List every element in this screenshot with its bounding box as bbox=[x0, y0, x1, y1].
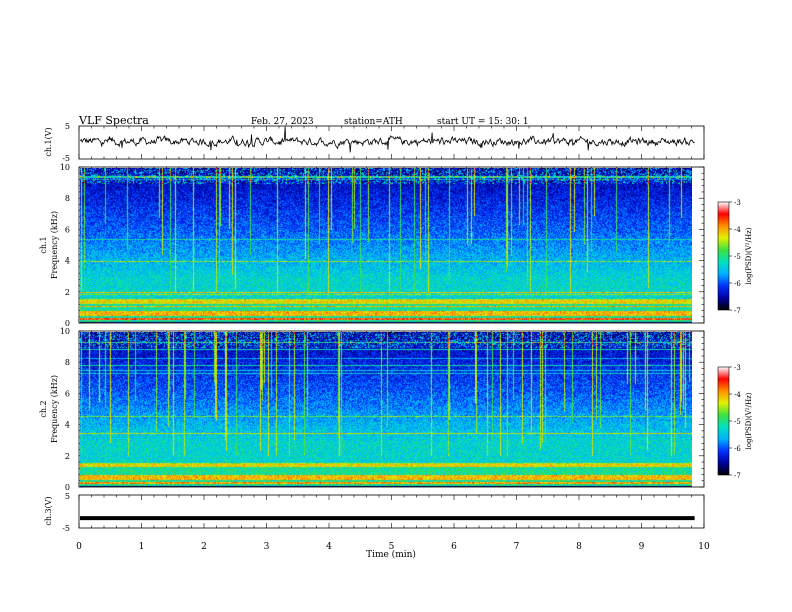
x-tick-label: 6 bbox=[451, 542, 457, 552]
y-tick-label: 8 bbox=[65, 194, 70, 203]
y-tick-label: 4 bbox=[65, 257, 70, 266]
start-time-label: start UT = 15: 30: 1 bbox=[437, 117, 529, 127]
y-tick-label: 8 bbox=[65, 358, 70, 367]
ch1-spectrogram-ylabel-channel: ch.1 bbox=[39, 236, 48, 253]
ch1-spectrogram-image bbox=[80, 168, 692, 323]
y-tick-label: 0 bbox=[65, 483, 70, 492]
colorbar-tick-label: -7 bbox=[734, 307, 741, 315]
station-label: station=ATH bbox=[344, 117, 403, 127]
date-label: Feb. 27, 2023 bbox=[251, 117, 314, 127]
y-tick-label: 2 bbox=[65, 288, 70, 297]
figure-title: VLF Spectra bbox=[78, 114, 149, 127]
ch2-colorbar-label: log(PSD)(V²/Hz) bbox=[745, 392, 753, 449]
x-tick-label: 5 bbox=[389, 542, 395, 552]
ch1-waveform-panel: 5 -5 ch.1(V) bbox=[44, 122, 705, 163]
x-tick-label: 0 bbox=[76, 542, 82, 552]
ch1-ytick-bottom: -5 bbox=[62, 154, 70, 163]
ch1-waveform-line bbox=[79, 126, 695, 153]
x-tick-label: 9 bbox=[639, 542, 645, 552]
ch3-waveform-panel: 5 -5 ch.3(V) bbox=[44, 492, 705, 533]
x-tick-label: 2 bbox=[201, 542, 207, 552]
colorbar-tick-label: -3 bbox=[734, 364, 741, 372]
x-tick-label: 1 bbox=[139, 542, 145, 552]
ch1-waveform-ylabel: ch.1(V) bbox=[44, 127, 53, 156]
y-tick-label: 6 bbox=[65, 225, 70, 234]
ch3-waveform-ylabel: ch.3(V) bbox=[44, 496, 53, 525]
ch1-colorbar-gradient bbox=[717, 201, 730, 311]
ch1-colorbar-label: log(PSD)(V²/Hz) bbox=[745, 227, 753, 284]
x-tick-label: 10 bbox=[698, 542, 710, 552]
ch2-spectrogram-ylabel-frequency: Frequency (kHz) bbox=[50, 375, 59, 443]
y-tick-label: 4 bbox=[65, 421, 70, 430]
ch3-ytick-bottom: -5 bbox=[62, 524, 70, 533]
colorbar-tick-label: -4 bbox=[734, 226, 741, 234]
x-tick-label: 7 bbox=[514, 542, 520, 552]
colorbar-tick-label: -6 bbox=[734, 445, 741, 453]
y-tick-label: 10 bbox=[60, 327, 70, 336]
colorbar-tick-label: -4 bbox=[734, 391, 741, 399]
time-axis-label: Time (min) bbox=[366, 549, 416, 560]
colorbar-tick-label: -7 bbox=[734, 472, 741, 480]
colorbar-tick-label: -5 bbox=[734, 418, 741, 426]
ch1-colorbar: -3 -4 -5 -6 -7 log(PSD)(V²/Hz) bbox=[717, 199, 753, 315]
x-tick-label: 4 bbox=[326, 542, 332, 552]
y-tick-label: 2 bbox=[65, 452, 70, 461]
ch3-ytick-top: 5 bbox=[65, 492, 70, 501]
ch2-colorbar: -3 -4 -5 -6 -7 log(PSD)(V²/Hz) bbox=[717, 364, 753, 480]
ch1-spectrogram-ylabel-frequency: Frequency (kHz) bbox=[50, 211, 59, 279]
y-tick-label: 6 bbox=[65, 389, 70, 398]
y-tick-label: 0 bbox=[65, 319, 70, 328]
ch2-spectrogram-ylabel-channel: ch.2 bbox=[39, 400, 48, 417]
y-tick-label: 10 bbox=[60, 163, 70, 172]
colorbar-tick-label: -5 bbox=[734, 253, 741, 261]
ch3-waveform-frame bbox=[78, 494, 705, 529]
ch2-colorbar-gradient bbox=[717, 366, 730, 476]
x-tick-label: 3 bbox=[264, 542, 270, 552]
ch2-spectrogram-image bbox=[80, 332, 692, 487]
x-tick-label: 8 bbox=[576, 542, 582, 552]
colorbar-tick-label: -3 bbox=[734, 199, 741, 207]
colorbar-tick-label: -6 bbox=[734, 280, 741, 288]
ch1-ytick-top: 5 bbox=[65, 122, 70, 131]
